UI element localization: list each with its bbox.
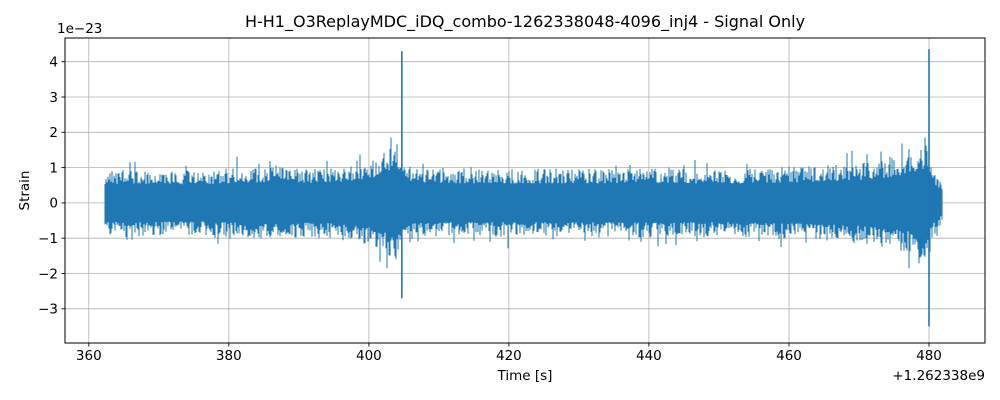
y-tick-label: 0 <box>49 196 58 212</box>
y-tick-label: −2 <box>38 266 58 282</box>
axes-layer: 360 380 400 420 440 460 480 −3 −2 −1 0 1 2 3 4 <box>38 37 986 364</box>
y-tick-label: −1 <box>38 231 58 247</box>
data-layer <box>104 49 943 327</box>
y-tick-label: −3 <box>38 302 58 318</box>
x-tick-label: 400 <box>356 348 382 364</box>
y-scale-offset-label: 1e−23 <box>57 21 102 37</box>
y-axis-label: Strain <box>17 171 33 211</box>
x-axis-label: Time [s] <box>497 368 553 384</box>
x-tick-label: 440 <box>636 348 662 364</box>
x-tick-label: 360 <box>76 348 102 364</box>
y-tick-label: 1 <box>49 160 58 176</box>
y-tick-label: 2 <box>49 125 58 141</box>
x-tick-label: 460 <box>776 348 802 364</box>
strain-waveform <box>104 137 943 269</box>
x-tick-label: 420 <box>496 348 522 364</box>
y-tick-label: 4 <box>49 55 58 71</box>
x-offset-label: +1.262338e9 <box>892 368 985 384</box>
axes-frame <box>64 37 986 344</box>
x-tick-label: 380 <box>216 348 242 364</box>
x-tick-label: 480 <box>916 348 942 364</box>
y-tick-label: 3 <box>49 90 58 106</box>
chart-title: H-H1_O3ReplayMDC_iDQ_combo-1262338048-40… <box>245 12 805 32</box>
